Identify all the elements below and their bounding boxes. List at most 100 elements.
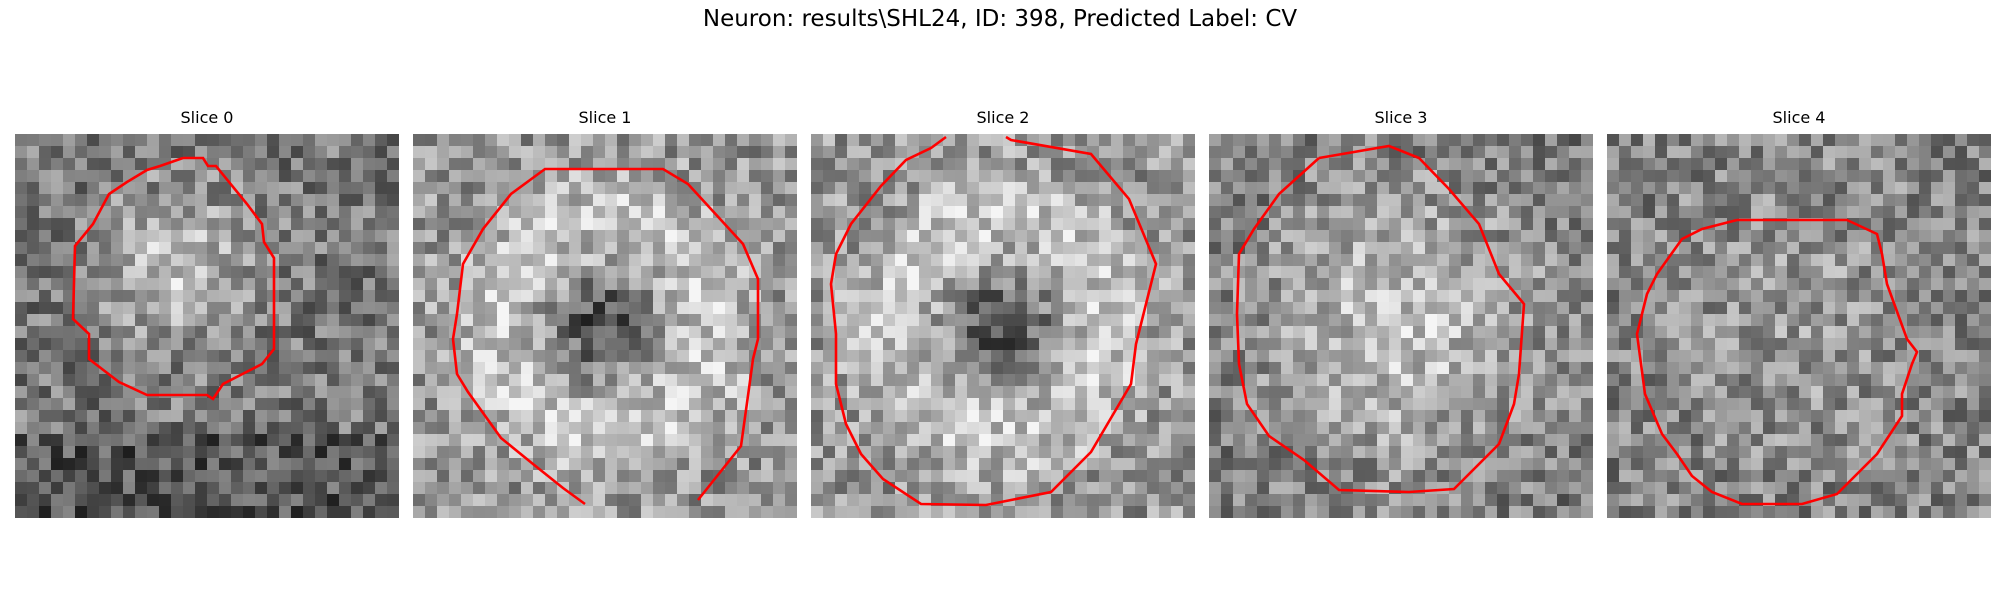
pixel xyxy=(485,266,498,279)
pixel xyxy=(1943,398,1956,411)
pixel xyxy=(1221,350,1234,363)
pixel xyxy=(1943,242,1956,255)
pixel xyxy=(1245,182,1258,195)
pixel xyxy=(1569,506,1582,518)
pixel xyxy=(713,182,726,195)
pixel xyxy=(629,350,642,363)
pixel xyxy=(605,362,618,375)
pixel xyxy=(509,170,522,183)
pixel xyxy=(1269,254,1282,267)
pixel xyxy=(907,134,920,147)
pixel xyxy=(593,314,606,327)
pixel xyxy=(1147,230,1160,243)
pixel xyxy=(871,278,884,291)
pixel xyxy=(677,314,690,327)
pixel xyxy=(351,206,364,219)
pixel xyxy=(171,434,184,447)
pixel xyxy=(955,146,968,159)
pixel xyxy=(1581,158,1593,171)
pixel xyxy=(1727,422,1740,435)
pixel xyxy=(1667,146,1680,159)
pixel xyxy=(1461,218,1474,231)
pixel xyxy=(183,458,196,471)
pixel xyxy=(653,182,666,195)
pixel xyxy=(1799,350,1812,363)
pixel xyxy=(39,326,52,339)
pixel xyxy=(1269,506,1282,518)
pixel xyxy=(1147,326,1160,339)
pixel xyxy=(1365,170,1378,183)
pixel xyxy=(1581,254,1593,267)
pixel xyxy=(1075,254,1088,267)
pixel xyxy=(629,410,642,423)
pixel xyxy=(1643,242,1656,255)
pixel xyxy=(1703,290,1716,303)
pixel xyxy=(1811,266,1824,279)
pixel xyxy=(1967,182,1980,195)
pixel xyxy=(1135,434,1148,447)
pixel xyxy=(737,170,750,183)
pixel xyxy=(1811,410,1824,423)
pixel xyxy=(1811,446,1824,459)
pixel xyxy=(1099,182,1112,195)
pixel xyxy=(581,494,594,507)
pixel xyxy=(1075,218,1088,231)
pixel xyxy=(1895,230,1908,243)
pixel xyxy=(557,230,570,243)
pixel xyxy=(1859,278,1872,291)
pixel xyxy=(1353,374,1366,387)
pixel xyxy=(123,458,136,471)
pixel xyxy=(847,410,860,423)
pixel xyxy=(1063,386,1076,399)
pixel xyxy=(943,218,956,231)
pixel xyxy=(713,158,726,171)
pixel xyxy=(701,146,714,159)
pixel xyxy=(533,242,546,255)
pixel xyxy=(1183,266,1195,279)
pixel xyxy=(1823,350,1836,363)
pixel xyxy=(1183,338,1195,351)
pixel xyxy=(1171,278,1184,291)
pixel xyxy=(1051,374,1064,387)
pixel xyxy=(1679,278,1692,291)
pixel xyxy=(1111,278,1124,291)
pixel xyxy=(1967,422,1980,435)
pixel xyxy=(1365,302,1378,315)
pixel xyxy=(1171,254,1184,267)
pixel xyxy=(387,374,399,387)
pixel xyxy=(701,422,714,435)
pixel xyxy=(761,506,774,518)
pixel xyxy=(689,278,702,291)
pixel xyxy=(351,278,364,291)
pixel xyxy=(919,242,932,255)
pixel xyxy=(461,422,474,435)
pixel xyxy=(351,350,364,363)
pixel xyxy=(375,146,388,159)
pixel xyxy=(761,482,774,495)
pixel xyxy=(1787,398,1800,411)
pixel xyxy=(39,494,52,507)
pixel xyxy=(557,182,570,195)
pixel xyxy=(605,290,618,303)
pixel xyxy=(713,266,726,279)
pixel xyxy=(1245,494,1258,507)
pixel xyxy=(1245,482,1258,495)
pixel xyxy=(387,158,399,171)
pixel xyxy=(979,266,992,279)
pixel xyxy=(1437,302,1450,315)
pixel xyxy=(1377,446,1390,459)
pixel xyxy=(955,242,968,255)
pixel xyxy=(701,410,714,423)
pixel xyxy=(123,314,136,327)
pixel xyxy=(75,194,88,207)
pixel xyxy=(1619,338,1632,351)
pixel xyxy=(955,254,968,267)
pixel xyxy=(1715,314,1728,327)
pixel xyxy=(859,506,872,518)
pixel xyxy=(15,170,28,183)
pixel xyxy=(1679,290,1692,303)
pixel xyxy=(231,446,244,459)
pixel xyxy=(521,278,534,291)
pixel xyxy=(1087,314,1100,327)
pixel xyxy=(1847,362,1860,375)
